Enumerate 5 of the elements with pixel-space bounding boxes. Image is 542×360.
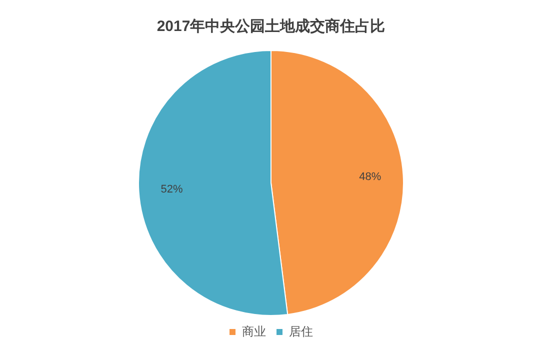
data-label: 48% (359, 170, 382, 183)
data-label: 52% (160, 183, 184, 196)
legend-label: 居住 (289, 324, 313, 338)
legend-label: 商业 (242, 324, 266, 338)
chart-title: 2017年中央公园土地成交商住占比 (156, 17, 386, 36)
